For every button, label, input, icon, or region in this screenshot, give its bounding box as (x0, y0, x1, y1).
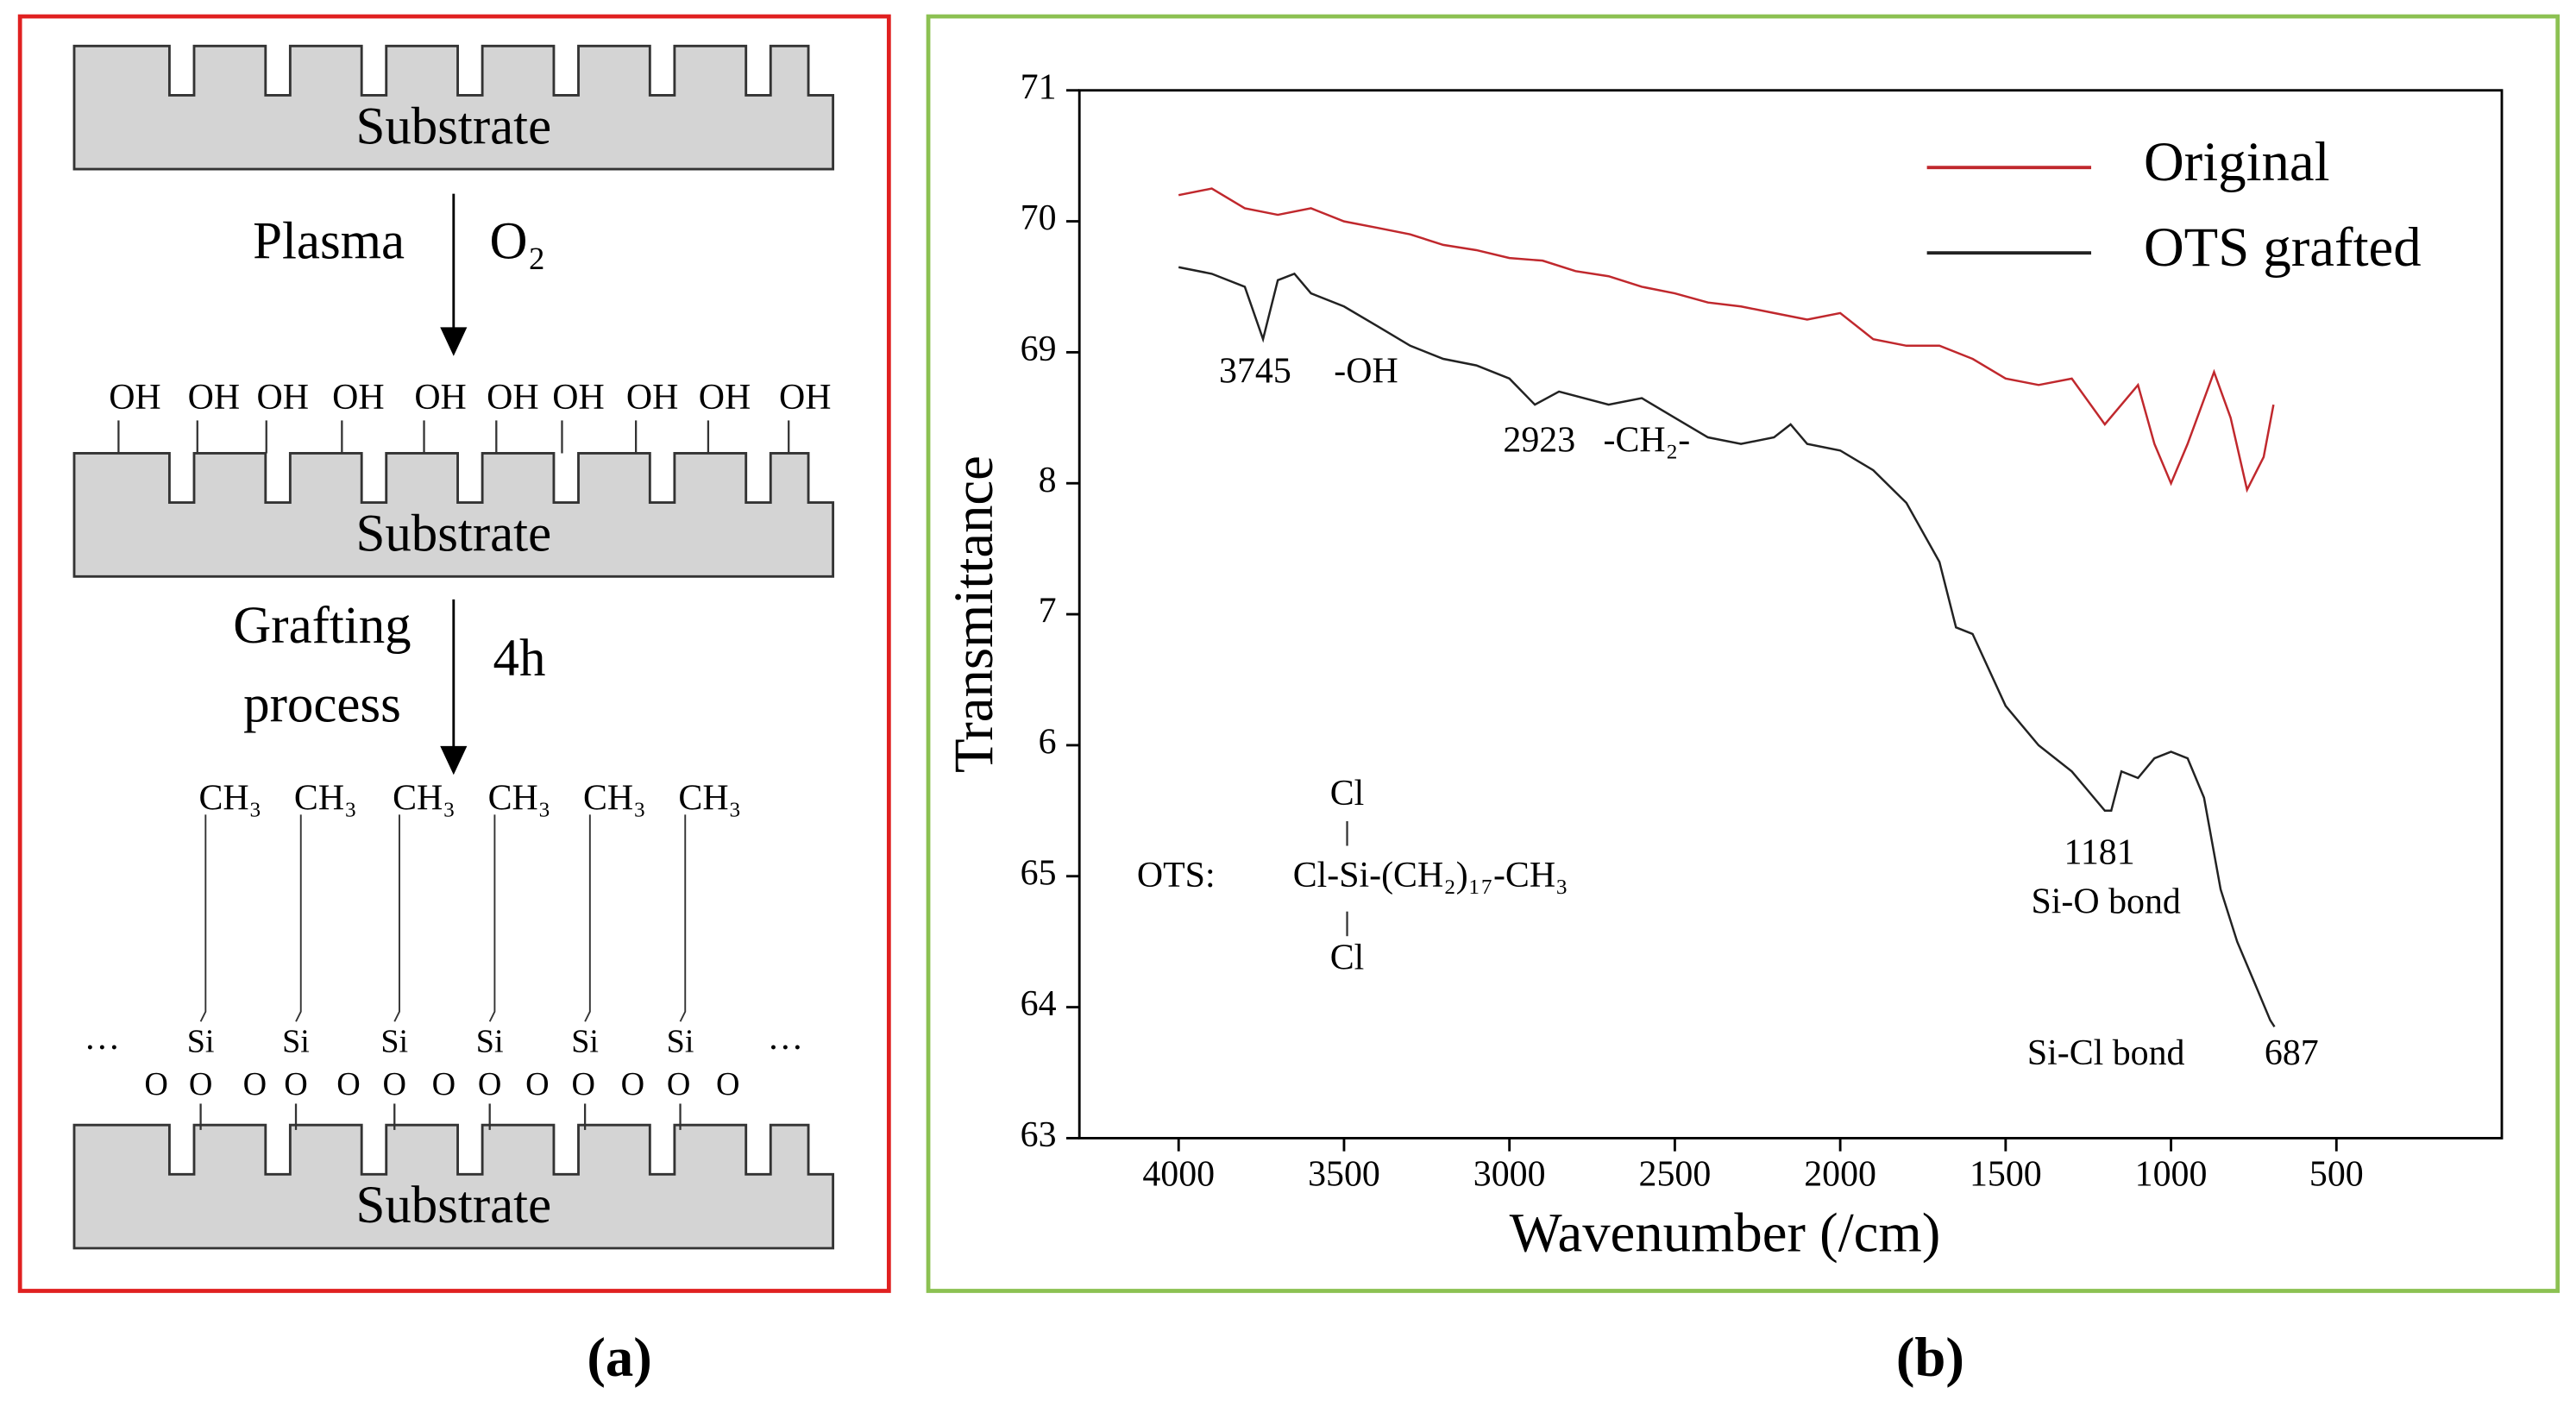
x-tick-label: 2500 (1639, 1155, 1712, 1195)
spectrum-line (1178, 187, 2275, 493)
methyl-group: CH₃ (198, 779, 261, 819)
si-atom: Si (282, 1024, 310, 1060)
legend-label: Original (2144, 131, 2330, 193)
step-label: O₂ (489, 213, 545, 271)
x-tick-label: 2000 (1804, 1155, 1876, 1195)
x-tick-label: 1500 (1970, 1155, 2042, 1195)
step-label: Grafting (233, 597, 411, 655)
si-atom: Si (667, 1024, 694, 1060)
oh-group: OH (626, 378, 678, 418)
o-atom: O (525, 1066, 549, 1102)
oh-group: OH (552, 378, 604, 418)
y-tick-label: 65 (1021, 853, 1057, 893)
substrate-label: Substrate (355, 505, 551, 562)
o-atom: O (478, 1066, 501, 1102)
methyl-group: CH₃ (488, 779, 551, 819)
spectrum-line (1178, 266, 2276, 1028)
oh-group: OH (699, 378, 751, 418)
o-atom: O (336, 1066, 361, 1102)
panel-label: (a) (587, 1327, 651, 1389)
annotation: OTS: (1137, 856, 1216, 895)
y-tick-label: 8 (1039, 461, 1057, 500)
o-atom: O (716, 1066, 740, 1102)
step-label: process (243, 675, 401, 733)
substrate (72, 44, 835, 171)
ellipsis: ··· (767, 1028, 803, 1068)
y-tick-label: 69 (1021, 330, 1057, 369)
annotation: -OH (1334, 352, 1398, 392)
arrows (440, 193, 468, 775)
alkyl-chain (295, 814, 302, 1022)
annotation: Cl (1330, 938, 1365, 977)
o-atom: O (571, 1066, 595, 1102)
y-tick-label: 64 (1021, 984, 1057, 1024)
substrate (72, 452, 835, 578)
alkyl-chain (488, 814, 496, 1022)
alkyl-chain (393, 814, 400, 1022)
y-tick-label: 71 (1021, 67, 1057, 107)
y-tick-label: 70 (1021, 198, 1057, 238)
o-atom: O (667, 1066, 691, 1102)
oh-group: OH (109, 378, 160, 418)
si-atom: Si (571, 1024, 599, 1060)
annotation: Cl (1330, 774, 1365, 813)
step-label: Plasma (253, 213, 405, 271)
alkyl-chain (199, 814, 207, 1022)
annotation: -CH₂- (1604, 421, 1691, 461)
x-tick-label: 1000 (2135, 1155, 2208, 1195)
y-tick-label: 7 (1039, 592, 1057, 631)
o-atom: O (432, 1066, 456, 1102)
annotation: 1181 (2064, 833, 2134, 873)
oh-group: OH (332, 378, 384, 418)
x-tick-label: 3500 (1308, 1155, 1380, 1195)
oh-group: OH (779, 378, 831, 418)
panel-a-frame (17, 14, 891, 1293)
y-tick-label: 6 (1039, 723, 1057, 763)
o-atom: O (144, 1066, 168, 1102)
panel-label: (b) (1896, 1327, 1964, 1389)
annotation: Si-Cl bond (2027, 1033, 2185, 1073)
si-atom: Si (476, 1024, 504, 1060)
methyl-group: CH₃ (393, 779, 456, 819)
x-tick-label: 500 (2309, 1155, 2364, 1195)
methyl-group: CH₃ (678, 779, 741, 819)
substrate-label: Substrate (355, 97, 551, 155)
methyl-group: CH₃ (583, 779, 646, 819)
oh-group: OH (257, 378, 309, 418)
oh-group: OH (188, 378, 240, 418)
x-tick-label: 4000 (1142, 1155, 1215, 1195)
si-atom: Si (380, 1024, 408, 1060)
y-axis-label: Transmittance (943, 455, 1005, 773)
panel-b-frame (926, 14, 2560, 1293)
x-tick-label: 3000 (1473, 1155, 1546, 1195)
annotation: 687 (2265, 1033, 2319, 1073)
annotation: Si-O bond (2031, 882, 2180, 922)
ellipsis: ··· (84, 1028, 120, 1068)
annotation: Cl-Si-(CH₂)₁₇-CH₃ (1293, 856, 1568, 895)
oh-group: OH (414, 378, 466, 418)
alkyl-chain (584, 814, 591, 1022)
alkyl-chain (679, 814, 687, 1022)
step-label: 4h (493, 630, 546, 688)
annotation: 2923 (1503, 421, 1575, 461)
o-atom: O (243, 1066, 267, 1102)
o-atom: O (189, 1066, 212, 1102)
oh-group: OH (487, 378, 538, 418)
o-atom: O (284, 1066, 308, 1102)
substrate-label: Substrate (355, 1177, 551, 1234)
si-atom: Si (187, 1024, 215, 1060)
x-axis-label: Wavenumber (/cm) (1510, 1202, 1941, 1264)
y-tick-label: 63 (1021, 1115, 1057, 1155)
o-atom: O (621, 1066, 645, 1102)
o-atom: O (383, 1066, 407, 1102)
methyl-group: CH₃ (294, 779, 357, 819)
annotation: 3745 (1219, 352, 1291, 392)
substrate (72, 1123, 835, 1250)
legend-label: OTS grafted (2144, 217, 2422, 279)
